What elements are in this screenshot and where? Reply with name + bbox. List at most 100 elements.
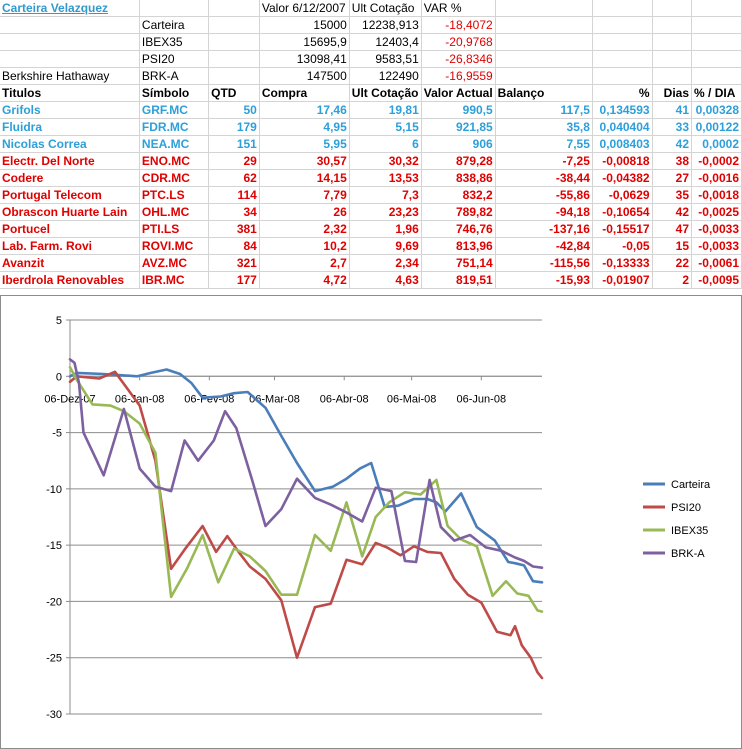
holding-value[interactable]: 2 — [652, 271, 693, 289]
holding-value[interactable]: -0,0025 — [691, 203, 742, 221]
holding-value[interactable]: -7,25 — [495, 152, 593, 170]
chart-area[interactable]: 5 0 -5 -10 -15 -20 -25 -30 06-Dez-07 06-Jan-08 06-… — [0, 295, 742, 749]
holding-value[interactable]: -0,0033 — [691, 237, 742, 255]
summary-name[interactable] — [0, 50, 140, 68]
holding-value[interactable]: 30,57 — [259, 152, 350, 170]
holding-value[interactable]: 2,32 — [259, 220, 350, 238]
holding-value[interactable]: 27 — [652, 169, 693, 187]
holding-value[interactable]: 2,7 — [259, 254, 350, 272]
holding-value[interactable]: -0,0002 — [691, 152, 742, 170]
holding-value[interactable]: 42 — [652, 135, 693, 153]
cell[interactable] — [592, 67, 653, 85]
summary-ticker[interactable]: Carteira — [139, 16, 210, 34]
holding-value[interactable]: 14,15 — [259, 169, 350, 187]
holding-name[interactable]: Iberdrola Renovables — [0, 271, 140, 289]
header-dias[interactable]: Dias — [652, 84, 693, 102]
holding-value[interactable]: 47 — [652, 220, 693, 238]
summary-var[interactable]: -20,9768 — [421, 33, 496, 51]
holding-value[interactable]: 179 — [208, 118, 260, 136]
holding-value[interactable]: 117,5 — [495, 101, 593, 119]
holding-value[interactable]: 29 — [208, 152, 260, 170]
holding-value[interactable]: 5,95 — [259, 135, 350, 153]
holding-value[interactable]: 35 — [652, 186, 693, 204]
holding-value[interactable]: -0,05 — [592, 237, 653, 255]
holding-value[interactable]: -0,0095 — [691, 271, 742, 289]
summary-ult[interactable]: 9583,51 — [349, 50, 422, 68]
holding-value[interactable]: 151 — [208, 135, 260, 153]
holding-value[interactable]: 5,15 — [349, 118, 422, 136]
holding-symbol[interactable]: PTI.LS — [139, 220, 210, 238]
holding-value[interactable]: 7,79 — [259, 186, 350, 204]
summary-name[interactable]: Berkshire Hathaway — [0, 67, 140, 85]
holding-value[interactable]: -42,84 — [495, 237, 593, 255]
holding-value[interactable]: 751,14 — [421, 254, 496, 272]
cell[interactable] — [208, 0, 260, 17]
holding-name[interactable]: Obrascon Huarte Lain — [0, 203, 140, 221]
summary-name[interactable] — [0, 33, 140, 51]
header-balanco[interactable]: Balanço — [495, 84, 593, 102]
holding-value[interactable]: 23,23 — [349, 203, 422, 221]
summary-valor[interactable]: 147500 — [259, 67, 350, 85]
cell[interactable] — [652, 67, 693, 85]
header-valor-actual[interactable]: Valor Actual — [421, 84, 496, 102]
holding-value[interactable]: 10,2 — [259, 237, 350, 255]
cell[interactable] — [592, 50, 653, 68]
summary-name[interactable] — [0, 16, 140, 34]
summary-var[interactable]: -16,9559 — [421, 67, 496, 85]
holding-value[interactable]: 35,8 — [495, 118, 593, 136]
holding-name[interactable]: Portugal Telecom — [0, 186, 140, 204]
cell[interactable] — [495, 0, 593, 17]
holding-value[interactable]: 84 — [208, 237, 260, 255]
holding-value[interactable]: -38,44 — [495, 169, 593, 187]
holding-value[interactable]: 34 — [208, 203, 260, 221]
holding-value[interactable]: -0,0061 — [691, 254, 742, 272]
cell[interactable] — [592, 0, 653, 17]
holding-value[interactable]: 906 — [421, 135, 496, 153]
holding-value[interactable]: 42 — [652, 203, 693, 221]
holding-value[interactable]: 22 — [652, 254, 693, 272]
holding-value[interactable]: 1,96 — [349, 220, 422, 238]
holding-value[interactable]: -94,18 — [495, 203, 593, 221]
holding-symbol[interactable]: AVZ.MC — [139, 254, 210, 272]
summary-var[interactable]: -26,8346 — [421, 50, 496, 68]
holding-value[interactable]: 813,96 — [421, 237, 496, 255]
holding-value[interactable]: -0,0016 — [691, 169, 742, 187]
summary-ticker[interactable]: PSI20 — [139, 50, 210, 68]
holding-value[interactable]: -0,0629 — [592, 186, 653, 204]
holding-value[interactable]: 838,86 — [421, 169, 496, 187]
header-simbolo[interactable]: Símbolo — [139, 84, 210, 102]
cell[interactable] — [495, 33, 593, 51]
summary-ult[interactable]: 12238,913 — [349, 16, 422, 34]
summary-ticker[interactable]: BRK-A — [139, 67, 210, 85]
holding-symbol[interactable]: PTC.LS — [139, 186, 210, 204]
holding-value[interactable]: 177 — [208, 271, 260, 289]
holding-value[interactable]: 4,95 — [259, 118, 350, 136]
holding-value[interactable]: -0,13333 — [592, 254, 653, 272]
holding-value[interactable]: 33 — [652, 118, 693, 136]
header-compra[interactable]: Compra — [259, 84, 350, 102]
holding-value[interactable]: 0,00328 — [691, 101, 742, 119]
header-ult-cotacao[interactable]: Ult Cotação — [349, 84, 422, 102]
holding-value[interactable]: -0,01907 — [592, 271, 653, 289]
holding-value[interactable]: 381 — [208, 220, 260, 238]
holding-value[interactable]: -115,56 — [495, 254, 593, 272]
holding-value[interactable]: -137,16 — [495, 220, 593, 238]
holding-name[interactable]: Electr. Del Norte — [0, 152, 140, 170]
cell[interactable] — [592, 16, 653, 34]
summary-ult[interactable]: 12403,4 — [349, 33, 422, 51]
holding-symbol[interactable]: OHL.MC — [139, 203, 210, 221]
cell[interactable] — [691, 50, 742, 68]
holding-symbol[interactable]: NEA.MC — [139, 135, 210, 153]
header-valor[interactable]: Valor 6/12/2007 — [259, 0, 350, 17]
holding-value[interactable]: 9,69 — [349, 237, 422, 255]
holding-symbol[interactable]: GRF.MC — [139, 101, 210, 119]
cell[interactable] — [691, 0, 742, 17]
summary-valor[interactable]: 13098,41 — [259, 50, 350, 68]
holding-value[interactable]: -0,15517 — [592, 220, 653, 238]
holding-value[interactable]: 0,134593 — [592, 101, 653, 119]
holding-value[interactable]: 0,00122 — [691, 118, 742, 136]
summary-ticker[interactable]: IBEX35 — [139, 33, 210, 51]
cell[interactable] — [691, 33, 742, 51]
holding-symbol[interactable]: ROVI.MC — [139, 237, 210, 255]
header-pct[interactable]: % — [592, 84, 653, 102]
